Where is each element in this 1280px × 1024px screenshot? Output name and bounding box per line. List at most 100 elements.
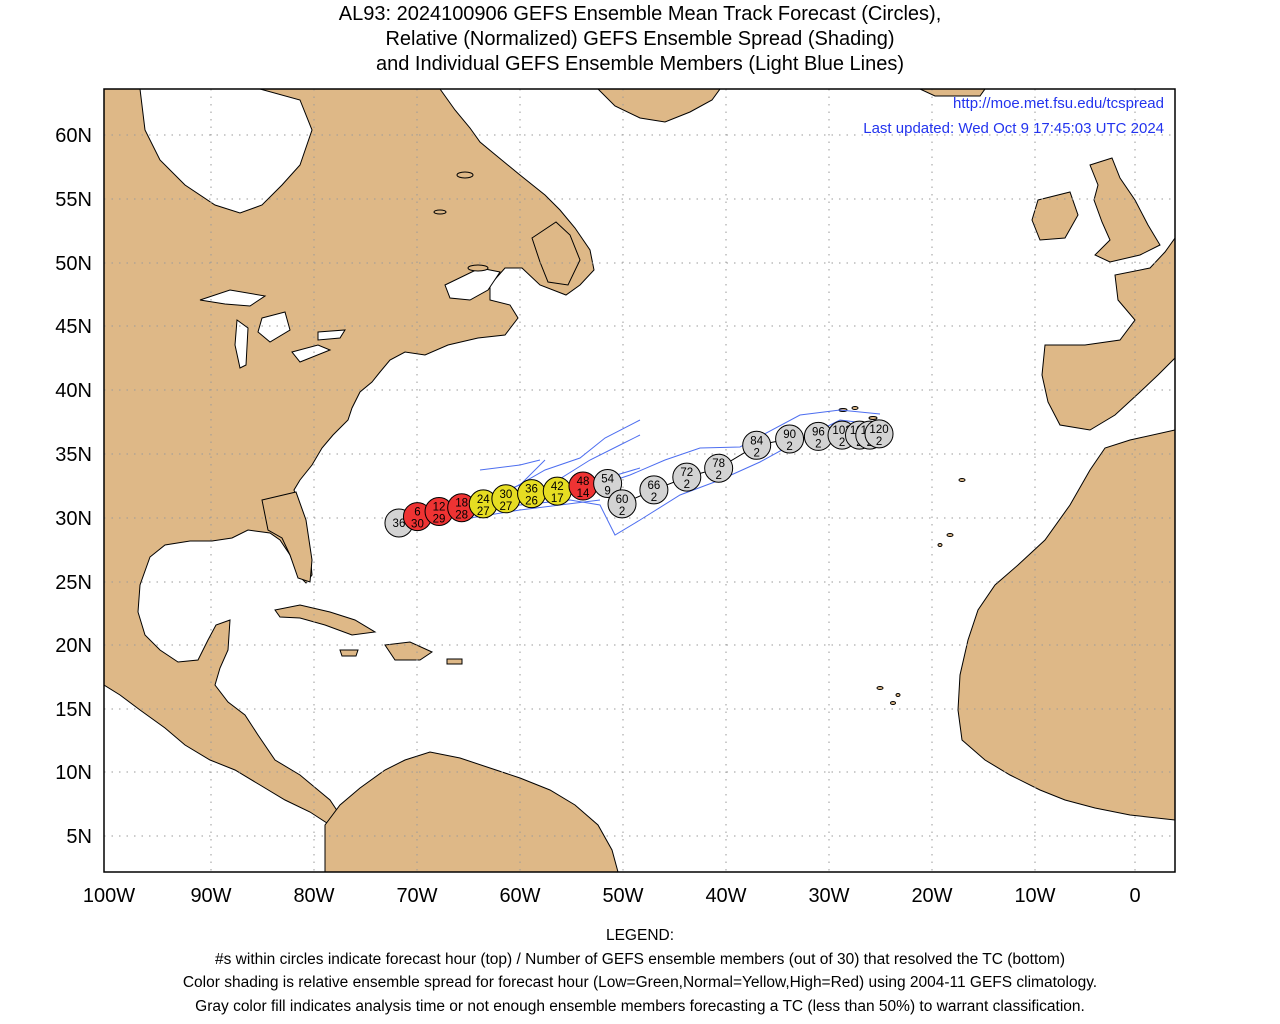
lon-label: 100W bbox=[83, 885, 135, 907]
forecast-hour-label: 120 bbox=[869, 424, 888, 436]
map-frame bbox=[103, 88, 1176, 873]
puerto-rico bbox=[446, 658, 463, 665]
lon-label: 40W bbox=[705, 885, 746, 907]
member-count-label: 2 bbox=[651, 492, 657, 504]
forecast-hour-label: 36 bbox=[393, 518, 406, 530]
ireland bbox=[1031, 191, 1079, 241]
hudson-bay bbox=[139, 89, 313, 214]
member-count-label: 26 bbox=[525, 496, 538, 508]
forecast-circle: 842 bbox=[742, 430, 772, 460]
legend-line-3: Gray color fill indicates analysis time … bbox=[195, 997, 1085, 1015]
source-url-link[interactable]: http://moe.met.fsu.edu/tcspread bbox=[953, 95, 1164, 112]
forecast-hour-label: 12 bbox=[433, 502, 446, 514]
forecast-hour-label: 78 bbox=[712, 458, 725, 470]
lat-label: 35N bbox=[55, 444, 92, 466]
member-count-label: 17 bbox=[551, 493, 564, 505]
forecast-circle: 549 bbox=[593, 469, 623, 499]
forecast-hour-label: 90 bbox=[783, 429, 796, 441]
great-lakes bbox=[199, 289, 346, 369]
lon-label: 80W bbox=[293, 885, 334, 907]
atlantic-islands bbox=[433, 171, 966, 705]
graticule bbox=[104, 89, 1175, 872]
legend: LEGEND: #s within circles indicate forec… bbox=[0, 924, 1280, 1018]
lon-label: 70W bbox=[396, 885, 437, 907]
last-updated-text: Last updated: Wed Oct 9 17:45:03 UTC 202… bbox=[863, 120, 1164, 137]
member-count-label: 2 bbox=[684, 479, 690, 491]
member-count-label: 2 bbox=[786, 441, 792, 453]
legend-heading: LEGEND: bbox=[605, 927, 675, 944]
lon-label: 60W bbox=[499, 885, 540, 907]
forecast-circle: 662 bbox=[639, 475, 669, 505]
forecast-circles: 3663012291828242730273626421748145496026… bbox=[384, 419, 894, 538]
lat-label: 50N bbox=[55, 253, 92, 275]
africa-landmass bbox=[957, 429, 1175, 821]
lon-label: 10W bbox=[1014, 885, 1055, 907]
title-line-2: Relative (Normalized) GEFS Ensemble Spre… bbox=[385, 28, 895, 50]
member-count-label: 9 bbox=[604, 486, 610, 498]
longitude-axis: 100W 90W 80W 70W 60W 50W 40W 30W 20W 10W… bbox=[83, 885, 1141, 907]
forecast-circle-marker bbox=[607, 489, 637, 519]
map-title: AL93: 2024100906 GEFS Ensemble Mean Trac… bbox=[0, 2, 1280, 77]
legend-line-1: #s within circles indicate forecast hour… bbox=[215, 950, 1065, 968]
lat-label: 30N bbox=[55, 508, 92, 530]
member-count-label: 2 bbox=[753, 447, 759, 459]
lon-label: 20W bbox=[911, 885, 952, 907]
forecast-circle: 902 bbox=[775, 424, 805, 454]
florida bbox=[261, 491, 313, 583]
hispaniola bbox=[384, 641, 434, 661]
land-layer bbox=[104, 89, 1175, 872]
forecast-circle: 630 bbox=[402, 502, 432, 532]
forecast-circle-marker bbox=[672, 462, 702, 492]
lon-label: 50W bbox=[602, 885, 643, 907]
forecast-hour-label: 18 bbox=[455, 498, 468, 510]
south-america-landmass bbox=[324, 751, 619, 872]
forecast-circle-marker bbox=[593, 469, 623, 499]
member-count-label: 14 bbox=[577, 488, 590, 500]
forecast-hour-label: 42 bbox=[551, 481, 564, 493]
member-count-label: 30 bbox=[411, 519, 424, 531]
member-count-label: 2 bbox=[876, 436, 882, 448]
forecast-hour-label: 60 bbox=[616, 494, 629, 506]
greenland bbox=[597, 89, 721, 123]
forecast-hour-label: 54 bbox=[601, 474, 614, 486]
forecast-circle: 602 bbox=[607, 489, 637, 519]
lat-label: 55N bbox=[55, 189, 92, 211]
member-count-label: 2 bbox=[839, 437, 845, 449]
lat-label: 15N bbox=[55, 699, 92, 721]
lat-label: 40N bbox=[55, 380, 92, 402]
forecast-circle: 962 bbox=[803, 421, 833, 451]
forecast-hour-label: 6 bbox=[414, 507, 420, 519]
title-line-3: and Individual GEFS Ensemble Members (Li… bbox=[375, 53, 905, 75]
lat-label: 45N bbox=[55, 316, 92, 338]
member-count-label: 27 bbox=[477, 506, 490, 518]
lat-label: 25N bbox=[55, 572, 92, 594]
member-count-label: 2 bbox=[619, 506, 625, 518]
lon-label: 30W bbox=[808, 885, 849, 907]
forecast-circle-marker bbox=[864, 419, 894, 449]
lon-label: 90W bbox=[190, 885, 231, 907]
cuba bbox=[274, 604, 377, 636]
member-count-label: 28 bbox=[455, 510, 468, 522]
track-forecast-map: 3663012291828242730273626421748145496026… bbox=[55, 88, 1176, 907]
forecast-hour-label: 84 bbox=[750, 435, 763, 447]
newfoundland bbox=[531, 221, 581, 286]
forecast-circle-marker bbox=[742, 430, 772, 460]
forecast-circle-marker bbox=[704, 453, 734, 483]
jamaica bbox=[339, 649, 359, 657]
forecast-hour-label: 24 bbox=[477, 494, 490, 506]
forecast-hour-label: 30 bbox=[499, 489, 512, 501]
forecast-circle-marker bbox=[639, 475, 669, 505]
europe-mainland bbox=[1041, 237, 1175, 431]
iceland bbox=[919, 89, 986, 97]
forecast-hour-label: 48 bbox=[577, 476, 590, 488]
lat-label: 60N bbox=[55, 125, 92, 147]
forecast-circle: 782 bbox=[704, 453, 734, 483]
forecast-hour-label: 96 bbox=[812, 426, 825, 438]
latitude-axis: 60N 55N 50N 45N 40N 35N 30N 25N 20N 15N … bbox=[55, 125, 92, 848]
